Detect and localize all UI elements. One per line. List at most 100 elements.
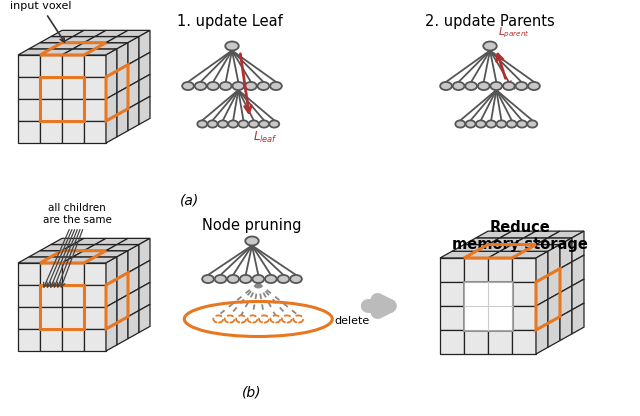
Polygon shape <box>488 282 512 306</box>
Polygon shape <box>18 99 40 121</box>
Polygon shape <box>40 263 62 285</box>
Polygon shape <box>512 251 548 258</box>
Polygon shape <box>139 238 150 267</box>
Polygon shape <box>548 292 560 323</box>
Polygon shape <box>40 257 73 263</box>
Polygon shape <box>106 71 117 99</box>
Polygon shape <box>560 262 572 292</box>
Ellipse shape <box>220 82 232 90</box>
Polygon shape <box>128 245 139 272</box>
Polygon shape <box>128 37 139 64</box>
Polygon shape <box>40 77 62 99</box>
Polygon shape <box>139 305 150 332</box>
Ellipse shape <box>278 275 289 283</box>
Polygon shape <box>106 93 117 121</box>
Polygon shape <box>476 231 512 238</box>
Polygon shape <box>512 258 536 282</box>
Ellipse shape <box>265 275 276 283</box>
Ellipse shape <box>486 120 496 128</box>
Polygon shape <box>440 251 476 258</box>
Ellipse shape <box>455 120 465 128</box>
Polygon shape <box>84 55 106 77</box>
Polygon shape <box>18 257 51 263</box>
Polygon shape <box>117 109 128 137</box>
Polygon shape <box>84 245 117 251</box>
Polygon shape <box>84 285 106 307</box>
Polygon shape <box>62 307 84 329</box>
Ellipse shape <box>497 120 506 128</box>
Polygon shape <box>40 307 62 329</box>
Ellipse shape <box>207 82 219 90</box>
Text: $L_{leaf}$: $L_{leaf}$ <box>253 130 278 146</box>
Polygon shape <box>524 245 560 251</box>
Polygon shape <box>95 238 128 245</box>
Polygon shape <box>73 251 106 257</box>
Polygon shape <box>128 81 139 109</box>
Polygon shape <box>548 269 560 299</box>
Polygon shape <box>40 49 73 55</box>
Polygon shape <box>84 263 106 285</box>
Polygon shape <box>488 258 512 282</box>
Ellipse shape <box>290 275 302 283</box>
Ellipse shape <box>182 82 194 90</box>
Polygon shape <box>95 43 128 49</box>
Ellipse shape <box>245 237 259 245</box>
Polygon shape <box>117 43 128 71</box>
Text: (a): (a) <box>180 193 200 207</box>
Polygon shape <box>40 121 62 143</box>
Polygon shape <box>572 279 584 310</box>
Polygon shape <box>106 49 117 77</box>
Polygon shape <box>62 37 95 43</box>
Polygon shape <box>18 285 40 307</box>
Ellipse shape <box>215 275 227 283</box>
Polygon shape <box>73 30 106 37</box>
Polygon shape <box>452 245 488 251</box>
Ellipse shape <box>270 82 282 90</box>
Polygon shape <box>51 251 84 257</box>
Polygon shape <box>128 267 139 295</box>
Polygon shape <box>106 279 117 307</box>
Ellipse shape <box>227 275 239 283</box>
Polygon shape <box>464 306 488 330</box>
Polygon shape <box>117 238 150 245</box>
Polygon shape <box>106 37 139 43</box>
Polygon shape <box>117 64 128 93</box>
Polygon shape <box>51 43 84 49</box>
Polygon shape <box>536 251 548 282</box>
Polygon shape <box>139 30 150 59</box>
Ellipse shape <box>218 120 228 128</box>
Text: $L_{parent}$: $L_{parent}$ <box>508 79 538 93</box>
Polygon shape <box>440 330 464 354</box>
Polygon shape <box>117 317 128 345</box>
Polygon shape <box>40 55 62 77</box>
Text: (b): (b) <box>243 386 262 400</box>
Polygon shape <box>548 231 584 238</box>
Polygon shape <box>18 307 40 329</box>
Ellipse shape <box>225 42 239 50</box>
Polygon shape <box>62 263 84 285</box>
Polygon shape <box>106 257 117 285</box>
Polygon shape <box>106 301 117 329</box>
Polygon shape <box>84 77 106 99</box>
Ellipse shape <box>465 82 477 90</box>
Polygon shape <box>40 37 73 43</box>
Polygon shape <box>117 251 128 279</box>
Polygon shape <box>560 238 572 269</box>
Polygon shape <box>106 245 139 251</box>
Polygon shape <box>18 121 40 143</box>
Polygon shape <box>464 238 500 245</box>
Polygon shape <box>62 55 84 77</box>
Polygon shape <box>117 272 128 301</box>
Polygon shape <box>128 59 139 87</box>
Ellipse shape <box>516 82 527 90</box>
Polygon shape <box>560 286 572 317</box>
Ellipse shape <box>240 275 252 283</box>
Polygon shape <box>40 329 62 351</box>
Text: input voxel: input voxel <box>10 1 72 42</box>
Polygon shape <box>548 245 560 275</box>
Ellipse shape <box>440 82 452 90</box>
Polygon shape <box>488 238 524 245</box>
Polygon shape <box>62 99 84 121</box>
Polygon shape <box>536 238 572 245</box>
Polygon shape <box>62 329 84 351</box>
